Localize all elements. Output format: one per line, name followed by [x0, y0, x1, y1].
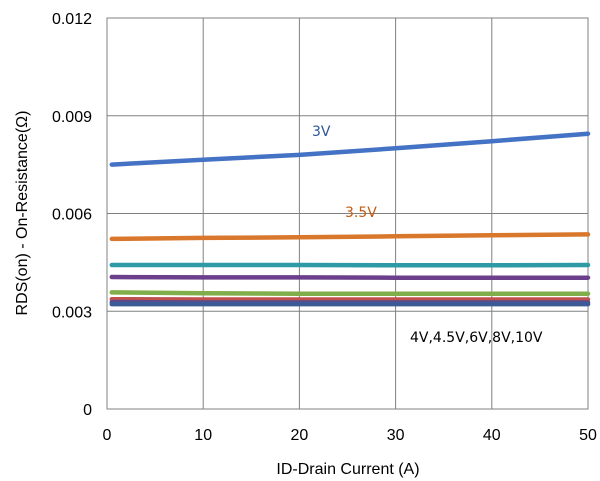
y-tick-label: 0.012	[52, 11, 92, 28]
x-tick-label: 20	[291, 427, 309, 444]
x-tick-label: 50	[579, 427, 597, 444]
x-tick-label: 40	[483, 427, 501, 444]
x-tick-label: 0	[103, 427, 112, 444]
series-line-4	[109, 290, 591, 296]
x-tick-label: 30	[387, 427, 405, 444]
y-axis-ticks: 0 0.003 0.006 0.009 0.012	[52, 11, 92, 419]
series-line-1	[109, 232, 591, 242]
y-axis-title: RDS(on) - On-Resistance(Ω)	[14, 111, 31, 316]
annotation-3-5v: 3.5V	[345, 205, 377, 221]
annotation-4v-10v: 4V,4.5V,6V,8V,10V	[410, 330, 543, 346]
series-line-0	[109, 131, 591, 167]
plot-frame	[106, 17, 589, 410]
y-tick-label: 0.009	[52, 109, 92, 126]
series-line-3	[109, 274, 591, 280]
series-layer	[109, 131, 591, 307]
x-axis-title: ID-Drain Current (A)	[276, 461, 419, 478]
annotation-3v: 3V	[312, 124, 331, 140]
x-tick-label: 10	[194, 427, 212, 444]
y-tick-label: 0	[83, 402, 92, 419]
y-tick-label: 0.003	[52, 304, 92, 321]
x-axis-ticks: 0 10 20 30 40 50	[103, 427, 597, 444]
y-tick-label: 0.006	[52, 207, 92, 224]
